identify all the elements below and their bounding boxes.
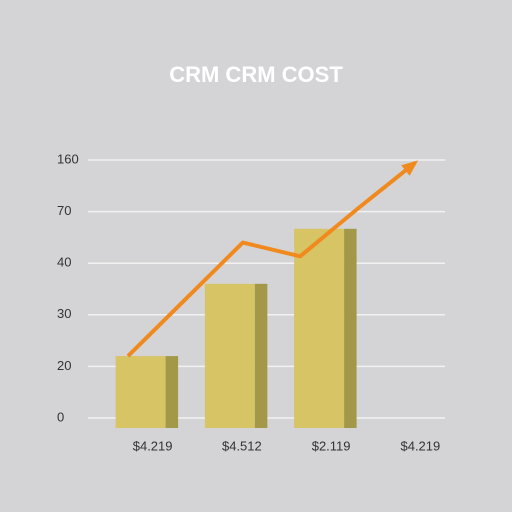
x-tick-label: $4.219 — [133, 438, 173, 453]
y-tick-label: 70 — [57, 203, 71, 218]
trend-line — [126, 161, 417, 358]
x-tick-label: $4.219 — [400, 438, 440, 453]
chart-title: CRM CRM COST — [169, 62, 343, 87]
bar — [204, 283, 255, 428]
x-tick-label: $2.119 — [312, 438, 351, 453]
bar — [294, 228, 345, 428]
bar-side — [165, 356, 179, 428]
y-tick-label: 20 — [57, 358, 71, 373]
x-tick-label: $4.512 — [222, 438, 262, 453]
arrow-head — [401, 160, 419, 176]
bar-side — [254, 283, 268, 428]
y-tick-label: 160 — [57, 151, 79, 166]
bar-side — [344, 228, 357, 428]
bar — [115, 356, 166, 428]
y-tick-label: 30 — [57, 306, 71, 321]
y-tick-label: 0 — [57, 409, 64, 424]
y-tick-label: 40 — [57, 255, 71, 270]
